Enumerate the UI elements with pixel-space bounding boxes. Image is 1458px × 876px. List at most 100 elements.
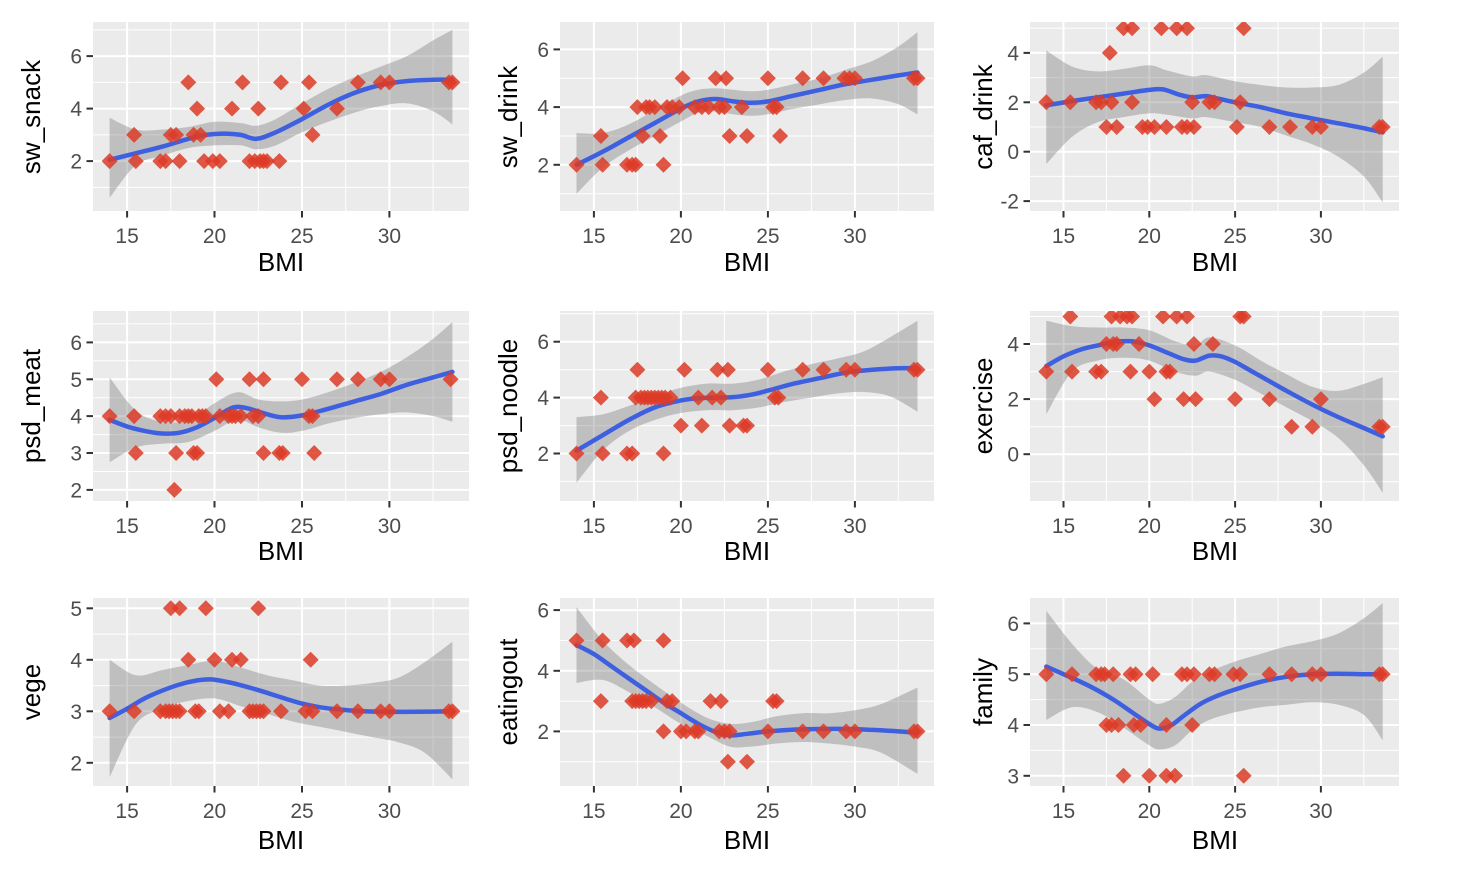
y-tick-label: 4	[537, 660, 549, 683]
y-tick-label: 6	[537, 39, 549, 62]
y-axis-title-sw_snack: sw_snack	[16, 59, 46, 175]
y-tick-label: 2	[1007, 389, 1019, 412]
y-axis-title-vege: vege	[16, 663, 46, 721]
x-tick-label: 25	[290, 225, 313, 248]
y-tick-label: 3	[1007, 765, 1019, 788]
x-tick-label: 15	[115, 225, 138, 248]
x-axis-title-bmi: BMI	[257, 825, 305, 855]
loess-smooth-line	[1044, 338, 1385, 439]
x-tick-label: 15	[1052, 800, 1075, 823]
data-points	[568, 632, 926, 770]
psd_meat-plot: 15 20 25 30 2 3 4 5 6	[70, 311, 469, 538]
y-tick-label: 6	[1007, 613, 1019, 636]
x-axis-title-bmi: BMI	[257, 247, 305, 277]
panel-exercise: 15 20 25 30 0 2 4 exercise BMI	[972, 290, 1458, 580]
vege-plot: 15 20 25 30 2 3 4 5	[70, 598, 469, 823]
x-tick-label: 15	[582, 800, 605, 823]
data-points	[568, 70, 926, 173]
family-plot: 15 20 25 30 3 4 5 6	[1007, 598, 1399, 823]
y-tick-label: 4	[1007, 334, 1019, 357]
y-tick-label: -2	[1000, 191, 1019, 214]
y-tick-label: 2	[70, 151, 82, 174]
data-points	[1038, 666, 1391, 784]
y-tick-label: 0	[1007, 141, 1019, 164]
panel-background	[93, 22, 469, 211]
y-tick-label: 4	[537, 387, 549, 410]
y-tick-label: 0	[1007, 444, 1019, 467]
confidence-ribbon	[576, 607, 918, 774]
data-points	[1038, 22, 1391, 135]
x-tick-label: 15	[115, 515, 138, 538]
data-points	[101, 74, 461, 170]
x-tick-label: 20	[669, 515, 692, 538]
y-tick-label: 5	[70, 598, 82, 621]
x-axis-title-bmi: BMI	[1191, 247, 1239, 277]
y-tick-label: 6	[70, 46, 82, 69]
psd_noodle-plot: 15 20 25 30 2 4 6	[537, 311, 934, 538]
x-tick-label: 15	[582, 515, 605, 538]
sw_drink-plot: 15 20 25 30 2 4 6	[537, 22, 934, 248]
y-tick-label: 5	[1007, 664, 1019, 687]
y-axis-title-exercise: exercise	[972, 357, 998, 455]
x-tick-label: 30	[843, 800, 866, 823]
x-tick-label: 20	[1138, 515, 1161, 538]
x-tick-label: 20	[1138, 225, 1161, 248]
y-axis-title-psd_noodle: psd_noodle	[493, 338, 523, 474]
x-axis-title-bmi: BMI	[723, 536, 771, 566]
panel-sw_snack: 15 20 25 30 2 4 6 sw_snack BMI	[0, 0, 486, 290]
y-axis-title-eatingout: eatingout	[493, 638, 523, 746]
exercise-plot: 15 20 25 30 0 2 4	[1007, 311, 1399, 538]
x-tick-label: 30	[1309, 225, 1332, 248]
y-tick-label: 2	[537, 443, 549, 466]
confidence-ribbon	[1046, 50, 1383, 203]
y-axis-title-psd_meat: psd_meat	[16, 348, 46, 464]
y-axis-title-caf_drink: caf_drink	[972, 64, 998, 170]
x-tick-label: 25	[290, 800, 313, 823]
panel-family: 15 20 25 30 3 4 5 6 family BMI	[972, 580, 1458, 876]
x-tick-label: 25	[1223, 800, 1246, 823]
y-tick-label: 4	[1007, 42, 1019, 65]
y-tick-label: 4	[70, 98, 82, 121]
x-tick-label: 20	[203, 515, 226, 538]
y-axis-title-sw_drink: sw_drink	[493, 65, 523, 169]
x-tick-label: 25	[756, 800, 779, 823]
panel-sw_drink: 15 20 25 30 2 4 6 sw_drink BMI	[486, 0, 972, 290]
y-axis-title-family: family	[972, 658, 998, 726]
y-tick-label: 3	[70, 443, 82, 466]
caf_drink-plot: 15 20 25 30 -2 0 2 4	[1000, 22, 1399, 248]
panel-caf_drink: 15 20 25 30 -2 0 2 4 caf_drink BMI	[972, 0, 1458, 290]
y-tick-label: 4	[70, 649, 82, 672]
y-tick-label: 5	[70, 369, 82, 392]
panel-vege: 15 20 25 30 2 3 4 5 vege BMI	[0, 580, 486, 876]
panel-psd_meat: 15 20 25 30 2 3 4 5 6 psd_meat BMI	[0, 290, 486, 580]
x-tick-label: 25	[1223, 515, 1246, 538]
y-tick-label: 4	[1007, 715, 1019, 738]
x-tick-label: 20	[1138, 800, 1161, 823]
x-axis-title-bmi: BMI	[1191, 825, 1239, 855]
x-tick-label: 30	[378, 225, 401, 248]
data-points	[101, 371, 459, 498]
y-tick-label: 6	[70, 332, 82, 355]
y-tick-label: 3	[70, 701, 82, 724]
data-points	[568, 361, 926, 462]
x-tick-label: 15	[582, 225, 605, 248]
loess-smooth-line	[1044, 86, 1385, 135]
eatingout-plot: 15 20 25 30 2 4 6	[537, 598, 934, 823]
panel-psd_noodle: 15 20 25 30 2 4 6 psd_noodle BMI	[486, 290, 972, 580]
y-tick-label: 2	[537, 154, 549, 177]
y-tick-label: 6	[537, 600, 549, 623]
y-tick-label: 2	[537, 721, 549, 744]
x-tick-label: 20	[203, 225, 226, 248]
x-tick-label: 30	[843, 225, 866, 248]
x-tick-label: 20	[203, 800, 226, 823]
sw_snack-plot: 15 20 25 30 2 4 6	[70, 22, 469, 248]
x-tick-label: 25	[290, 515, 313, 538]
x-tick-label: 30	[843, 515, 866, 538]
x-tick-label: 20	[669, 225, 692, 248]
x-tick-label: 25	[756, 225, 779, 248]
loess-smooth-line	[107, 369, 455, 436]
y-tick-label: 2	[70, 752, 82, 775]
x-tick-label: 25	[756, 515, 779, 538]
data-points	[101, 600, 461, 720]
